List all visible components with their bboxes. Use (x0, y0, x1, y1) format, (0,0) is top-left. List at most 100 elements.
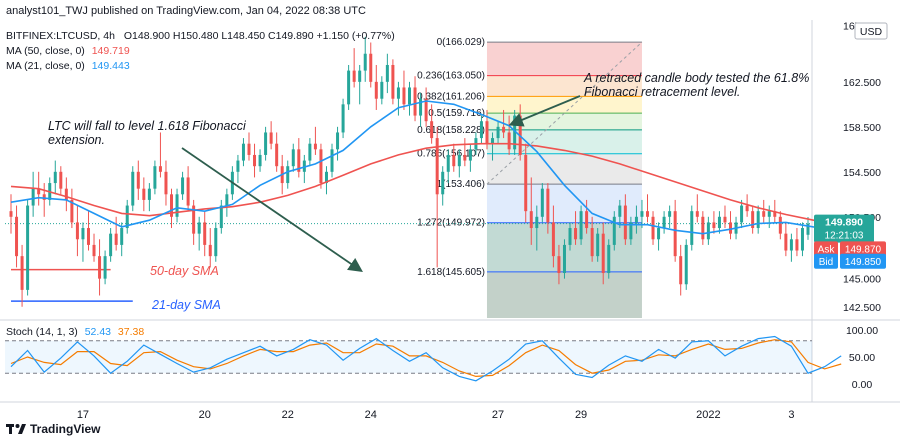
candle-body (419, 98, 423, 116)
ma50-legend[interactable]: MA (50, close, 0) 149.719 (6, 45, 130, 57)
ma50-label: MA (50, close, 0) (6, 45, 85, 57)
candle-body (374, 81, 378, 99)
stoch-d-value: 37.38 (117, 326, 145, 338)
candle-body (186, 177, 190, 206)
candle-body (258, 154, 262, 167)
candle-body (435, 138, 439, 195)
candle-body (181, 177, 185, 195)
annotation-text-fib-extension: LTC will fall to level 1.618 Fibonacci (48, 119, 247, 133)
fib-zone (486, 42, 642, 76)
candle-body (645, 211, 649, 217)
candle-body (147, 188, 151, 200)
candle-body (546, 188, 550, 223)
price-tick-label: 162.500 (843, 77, 881, 89)
ma21-value: 149.443 (91, 60, 130, 72)
candle-body (236, 160, 240, 172)
candle-body (92, 244, 96, 257)
candle-body (219, 205, 223, 229)
stoch-k-line (10, 335, 842, 382)
candle-body (441, 171, 445, 195)
fib-level-label: 1.272(149.972) (417, 218, 485, 229)
candle-body (457, 154, 461, 167)
fib-level-label: 0.786(156.107) (417, 149, 485, 160)
quote-tag-name-bg (814, 253, 838, 269)
candle-body (42, 194, 46, 200)
candle-body (192, 205, 196, 234)
time-tick-label: 22 (282, 409, 294, 421)
candle-body (529, 211, 533, 229)
candle-body (590, 228, 594, 257)
candle-body (319, 149, 323, 184)
candle-body (247, 143, 251, 155)
last-price-tag (814, 214, 874, 243)
fib-trend-line (486, 41, 643, 185)
candle-body (75, 222, 79, 240)
candle-body (98, 256, 102, 279)
time-tick-label: 27 (492, 409, 504, 421)
candle-body (629, 222, 633, 240)
fib-zone (486, 96, 642, 114)
quote-tag-name-bg (814, 241, 838, 257)
candle-body (535, 216, 539, 229)
candle-body (408, 87, 411, 105)
candle-body (562, 244, 566, 274)
candle-body (214, 228, 218, 257)
candle-body (651, 216, 655, 240)
candle-body (601, 233, 605, 274)
time-tick-label: 2022 (696, 409, 720, 421)
candle-body (695, 211, 699, 217)
arrow-to-retracement (508, 95, 581, 127)
price-tick-label: 158.500 (843, 122, 881, 134)
stoch-k-value: 52.43 (84, 326, 111, 338)
annotation-50-day-sma: 50-day SMA (150, 264, 219, 278)
tradingview-brand: TradingView (30, 422, 101, 436)
ma21-legend[interactable]: MA (21, close, 0) 149.443 (6, 60, 130, 72)
candle-body (380, 81, 384, 99)
price-tick-label: 154.500 (843, 167, 881, 179)
fib-level-label: 0.618(158.228) (417, 125, 485, 136)
candle-body (524, 154, 528, 212)
time-tick-label: 20 (199, 409, 211, 421)
candle-body (789, 239, 793, 251)
candle-body (690, 211, 694, 245)
candle-body (363, 53, 367, 71)
candle-body (706, 222, 710, 240)
candle-body (479, 121, 483, 139)
candle-body (385, 64, 389, 82)
candle-body (596, 233, 600, 257)
time-tick-label: 29 (575, 409, 587, 421)
candle-body (153, 166, 157, 189)
tradingview-footer[interactable]: TradingView (6, 422, 100, 436)
candle-body (402, 87, 406, 105)
fib-zone (486, 113, 642, 130)
stoch-legend[interactable]: Stoch (14, 1, 3) 52.43 37.38 (6, 326, 144, 338)
candle-body (86, 228, 90, 245)
candle-body (800, 228, 804, 251)
candle-body (336, 132, 340, 150)
candle-body (729, 222, 733, 234)
candle-body (64, 188, 68, 200)
candle-body (557, 256, 561, 274)
fib-level-label: 0.5(159.716) (428, 108, 485, 119)
candle-body (164, 171, 168, 195)
candle-body (125, 205, 129, 229)
candle-body (745, 205, 749, 212)
countdown-timer: 12:21:03 (825, 231, 864, 242)
candle-body (175, 194, 179, 217)
annotation-text-fib-extension: extension. (48, 133, 105, 147)
stoch-tick-label: 0.00 (852, 379, 873, 391)
quote-tag-value: 149.870 (845, 244, 882, 255)
candle-body (131, 171, 135, 206)
candle-body (203, 222, 207, 245)
quote-tag-value-bg (840, 241, 886, 257)
candle-body (740, 205, 744, 223)
candle-body (657, 228, 661, 240)
candle-body (585, 211, 589, 229)
candle-body (502, 126, 506, 133)
candle-body (452, 154, 456, 167)
quote-tag-name: Bid (819, 257, 833, 268)
candle-body (513, 115, 517, 150)
candle-body (607, 244, 611, 274)
candle-body (20, 256, 24, 290)
